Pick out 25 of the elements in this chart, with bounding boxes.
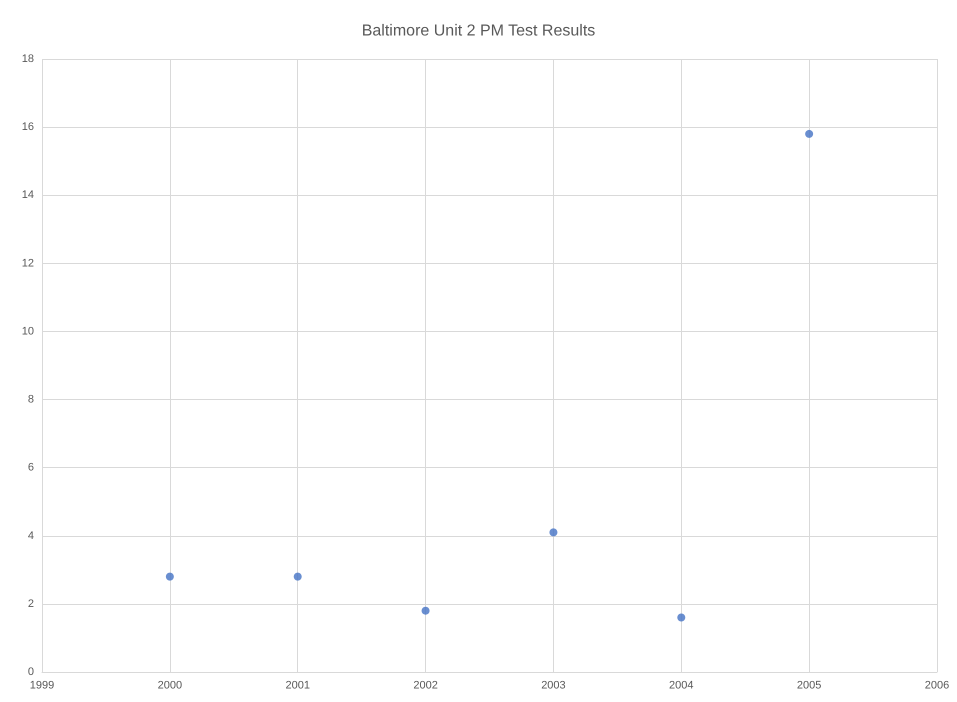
y-tick-label: 18	[22, 53, 34, 65]
x-tick-label: 2003	[541, 680, 566, 692]
x-tick-label: 2006	[924, 680, 950, 692]
point	[422, 606, 430, 615]
y-tick-label: 8	[28, 394, 34, 406]
x-tick-label: 1999	[30, 680, 54, 692]
x-tick-label: 2002	[413, 680, 438, 692]
x-tick-label: 2005	[796, 680, 822, 692]
y-tick-label: 6	[28, 462, 34, 474]
y-tick-label: 12	[22, 257, 34, 270]
y-tick-label: 16	[22, 121, 34, 134]
point	[294, 572, 302, 581]
point	[677, 614, 686, 622]
chart-title: Baltimore Unit 2 PM Test Results	[362, 22, 596, 40]
point	[549, 528, 558, 536]
y-tick-label: 14	[22, 189, 34, 202]
point	[805, 130, 814, 138]
y-tick-label: 10	[22, 325, 34, 338]
x-tick-label: 2001	[285, 680, 310, 692]
y-tick-label: 2	[28, 598, 34, 610]
y-tick-label: 0	[28, 666, 34, 678]
x-tick-label: 2004	[669, 680, 694, 692]
point	[166, 572, 174, 581]
x-tick-label: 2000	[158, 680, 182, 692]
y-tick-label: 4	[28, 530, 34, 542]
